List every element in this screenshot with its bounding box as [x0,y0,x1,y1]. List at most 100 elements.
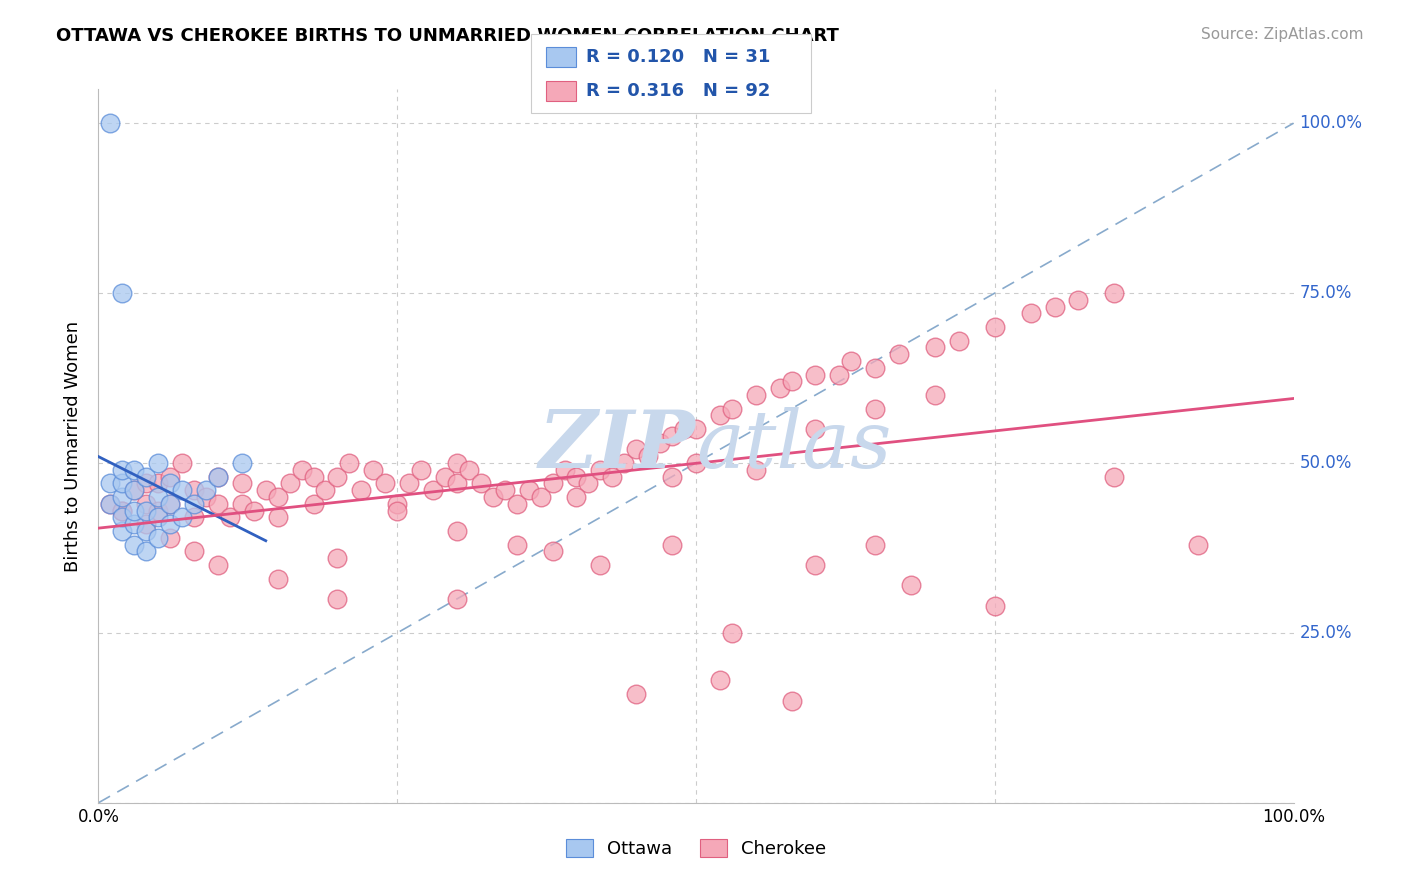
Point [111,510,134,524]
Text: 50.0%: 50.0% [1299,454,1353,472]
Point [865,537,887,551]
Point [159,531,181,545]
Point [804,558,827,572]
Point [254,483,277,498]
Point [183,544,205,558]
Point [685,456,707,470]
Point [745,463,768,477]
Point [124,483,146,498]
Y-axis label: Births to Unmarried Women: Births to Unmarried Women [63,320,82,572]
Point [195,483,218,498]
Point [135,476,157,491]
Point [207,558,229,572]
Point [446,476,468,491]
Point [685,422,707,436]
Point [339,456,361,470]
Point [111,476,134,491]
Point [541,544,564,558]
Point [326,469,349,483]
Point [124,517,146,532]
Point [494,483,516,498]
Point [159,476,181,491]
Point [124,463,146,477]
Point [231,476,253,491]
Point [721,401,744,416]
Point [613,456,636,470]
Point [768,381,790,395]
Point [745,388,768,402]
Point [865,401,887,416]
Point [804,368,827,382]
Point [506,537,529,551]
Point [315,483,337,498]
Point [517,483,540,498]
Point [565,469,588,483]
Point [124,537,146,551]
Point [148,476,170,491]
Point [183,483,205,498]
Text: ZIP: ZIP [538,408,696,484]
Point [422,483,444,498]
Point [828,368,851,382]
Legend: Ottawa, Cherokee: Ottawa, Cherokee [558,831,834,865]
Point [673,422,696,436]
Point [578,476,600,491]
Point [709,409,731,423]
Point [804,422,827,436]
Point [924,388,946,402]
Point [948,334,970,348]
Point [530,490,553,504]
Point [589,463,612,477]
Point [984,320,1007,334]
Point [243,503,266,517]
Point [446,591,468,606]
Point [481,490,505,504]
Point [135,497,157,511]
Point [865,360,887,375]
Point [446,456,468,470]
Point [602,469,624,483]
Point [709,673,731,688]
Point [111,503,134,517]
Point [458,463,481,477]
Point [900,578,922,592]
Point [326,591,349,606]
Point [1187,537,1209,551]
Point [661,429,683,443]
Point [195,490,218,504]
Point [148,456,170,470]
Point [183,497,205,511]
Point [924,341,946,355]
Point [278,476,301,491]
Point [626,687,648,701]
Point [183,510,205,524]
Point [148,490,170,504]
Point [135,544,157,558]
Point [159,517,181,532]
Point [172,483,194,498]
Point [111,503,134,517]
Point [111,490,134,504]
Point [541,476,564,491]
Point [98,116,122,130]
Point [148,531,170,545]
Point [1104,469,1126,483]
Text: R = 0.316   N = 92: R = 0.316 N = 92 [586,82,770,100]
Point [148,510,170,524]
Text: 25.0%: 25.0% [1299,624,1353,642]
Point [1104,286,1126,301]
Point [159,497,181,511]
Point [984,599,1007,613]
Point [648,435,672,450]
Point [98,497,122,511]
Point [98,497,122,511]
Point [267,510,290,524]
Point [159,497,181,511]
Point [411,463,433,477]
Point [267,490,290,504]
Point [661,537,683,551]
Point [350,483,373,498]
Point [446,524,468,538]
Point [231,456,253,470]
Point [385,503,409,517]
